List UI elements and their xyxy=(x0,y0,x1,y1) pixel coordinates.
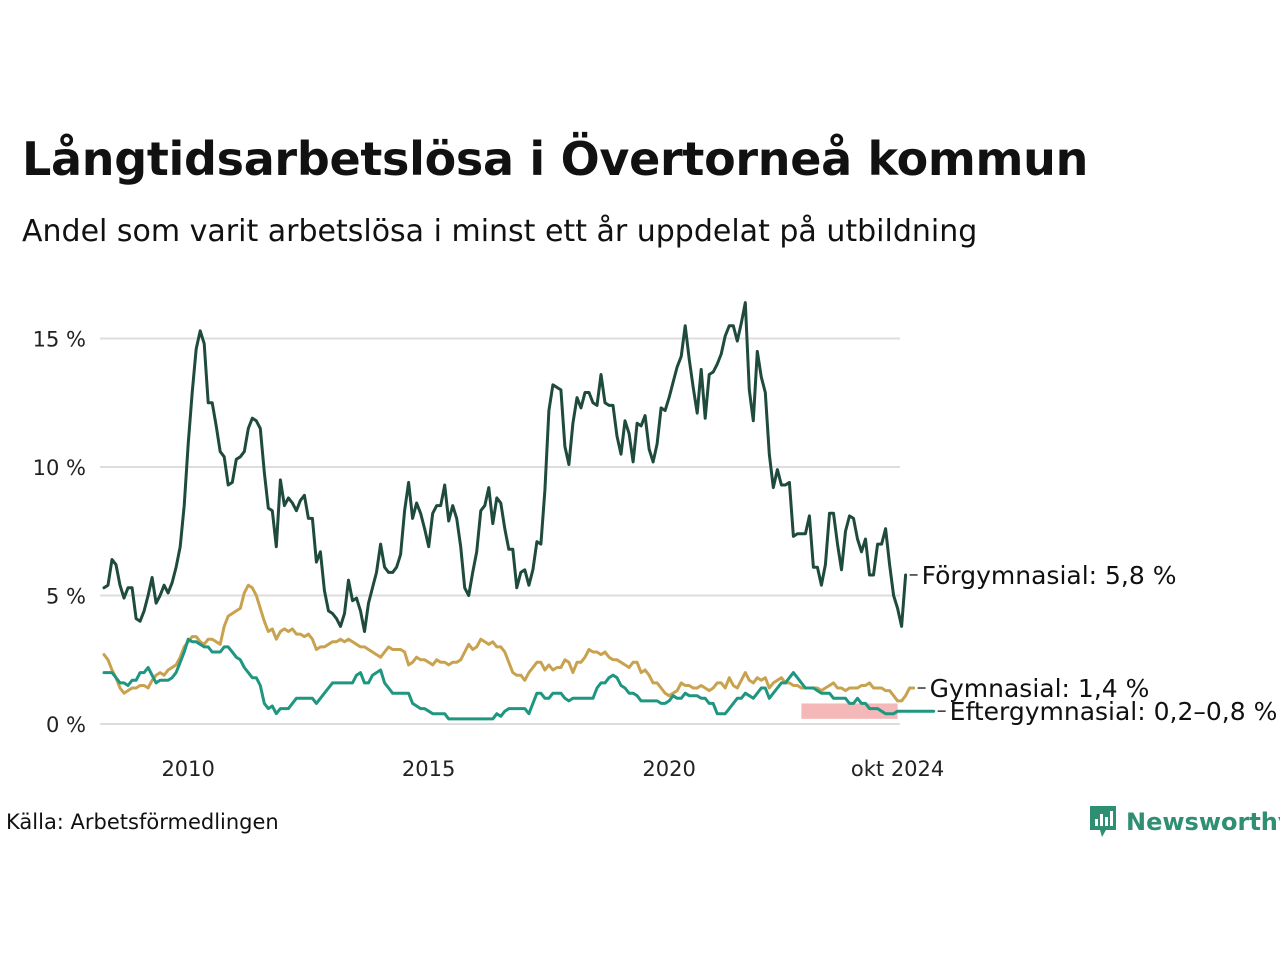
gymnasial-end-label: Gymnasial: 1,4 % xyxy=(930,674,1150,703)
chart-subtitle: Andel som varit arbetslösa i minst ett å… xyxy=(22,214,978,249)
eftergymnasial-series-line xyxy=(102,637,936,721)
x-tick-label: 2020 xyxy=(642,757,695,781)
x-axis-ticks: 2010 2015 2020 okt 2024 xyxy=(161,757,944,781)
chart-title: Långtidsarbetslösa i Övertorneå kommun xyxy=(22,132,1089,186)
brand-logo[interactable]: Newsworthy xyxy=(1088,804,1280,840)
gymnasial-series-line xyxy=(102,583,916,703)
x-tick-label: 2010 xyxy=(161,757,214,781)
y-tick-label: 10 % xyxy=(33,456,86,480)
y-tick-label: 0 % xyxy=(46,713,86,737)
x-tick-label: okt 2024 xyxy=(851,757,944,781)
forgymnasial-end-label: Förgymnasial: 5,8 % xyxy=(922,561,1177,590)
eftergymnasial-end-label: Eftergymnasial: 0,2–0,8 % xyxy=(950,697,1278,726)
x-tick-label: 2015 xyxy=(402,757,455,781)
series-end-labels: Förgymnasial: 5,8 % Gymnasial: 1,4 %Efter… xyxy=(909,561,1278,726)
y-tick-label: 5 % xyxy=(46,585,86,609)
forgymnasial-series-line xyxy=(102,301,908,633)
y-axis-ticks: 0 % 5 % 10 % 15 % xyxy=(33,328,86,737)
grid-lines xyxy=(100,337,900,725)
series-lines xyxy=(102,301,936,721)
brand-name: Newsworthy xyxy=(1126,808,1280,836)
y-tick-label: 15 % xyxy=(33,328,86,352)
newsworthy-logo-icon xyxy=(1090,806,1116,837)
source-note: Källa: Arbetsförmedlingen xyxy=(6,810,279,834)
